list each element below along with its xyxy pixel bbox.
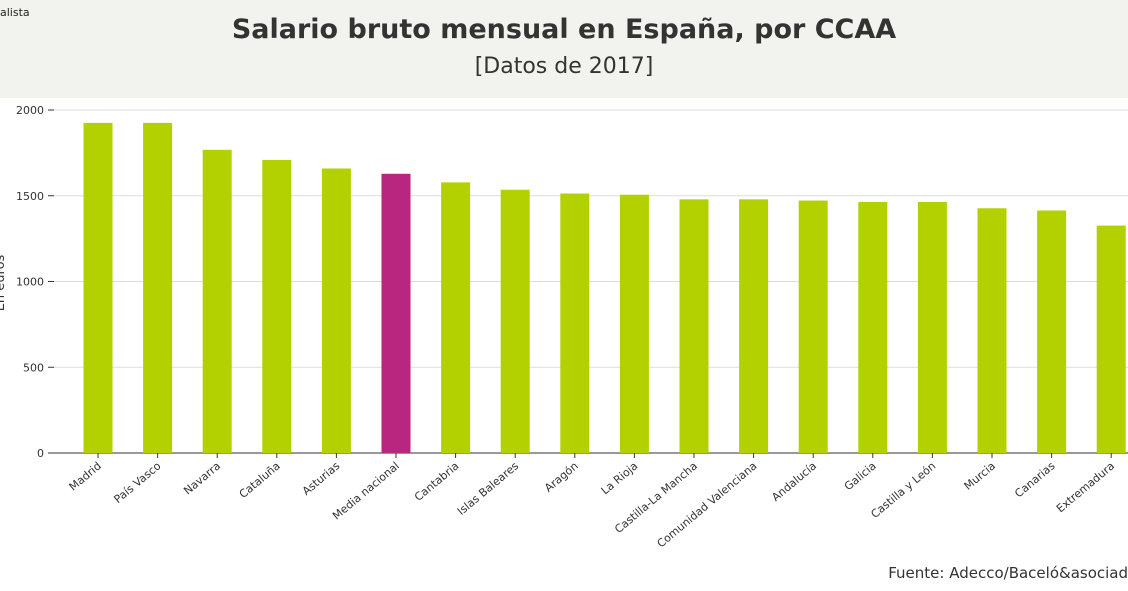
x-tick-label: Islas Baleares	[455, 459, 521, 518]
brand-label: alista	[0, 6, 30, 19]
bar	[321, 168, 351, 453]
x-tick-label: Comunidad Valenciana	[655, 459, 760, 550]
y-tick-label: 1500	[16, 190, 44, 203]
y-axis-label: En euros	[0, 254, 8, 311]
bar	[858, 201, 888, 453]
bar-chart: 0 500 1000 1500 2000 En euros Madrid País Vasco…	[0, 104, 1128, 550]
bar	[441, 182, 471, 454]
x-tick-label: Andalucía	[769, 459, 819, 504]
y-tick-label: 500	[23, 361, 44, 374]
bar	[202, 149, 232, 453]
y-tick-label: 1000	[16, 276, 44, 289]
bar	[500, 189, 530, 453]
bar	[619, 194, 649, 453]
x-tick-label: Madrid	[67, 459, 104, 493]
x-tick-label: Navarra	[181, 459, 223, 497]
chart-subtitle: [Datos de 2017]	[474, 54, 654, 79]
bar	[798, 200, 828, 453]
x-tick-label: Extremadura	[1054, 459, 1117, 515]
bar	[1096, 225, 1126, 453]
chart-header: alista Salario bruto mensual en España, …	[0, 0, 1128, 98]
x-tick-label: Murcia	[962, 459, 998, 492]
x-tick-label: Cantabria	[412, 459, 462, 504]
bar	[83, 122, 113, 454]
bar	[143, 122, 173, 454]
y-tick-label: 0	[37, 447, 44, 460]
x-tick-label: País Vasco	[111, 459, 163, 506]
x-tick-label: Cataluña	[237, 459, 283, 501]
x-tick-label: Aragón	[542, 459, 581, 494]
x-tick-label: Galicia	[842, 459, 879, 493]
bar	[560, 193, 590, 453]
bar	[381, 173, 411, 453]
chart-title: Salario bruto mensual en España, por CCA…	[231, 14, 897, 45]
bar	[262, 159, 292, 453]
bar	[1037, 210, 1067, 453]
bar	[679, 199, 709, 453]
bar	[739, 199, 769, 453]
x-tick-label: Canarias	[1012, 459, 1057, 500]
x-tick-label: La Rioja	[599, 459, 641, 497]
x-tick-label: Asturias	[300, 459, 343, 498]
source-note: Fuente: Adecco/Baceló&asociad	[888, 564, 1128, 582]
bar	[977, 208, 1007, 453]
bar	[917, 201, 947, 453]
y-tick-label: 2000	[16, 104, 44, 117]
x-tick-label: Castilla y León	[868, 459, 938, 521]
